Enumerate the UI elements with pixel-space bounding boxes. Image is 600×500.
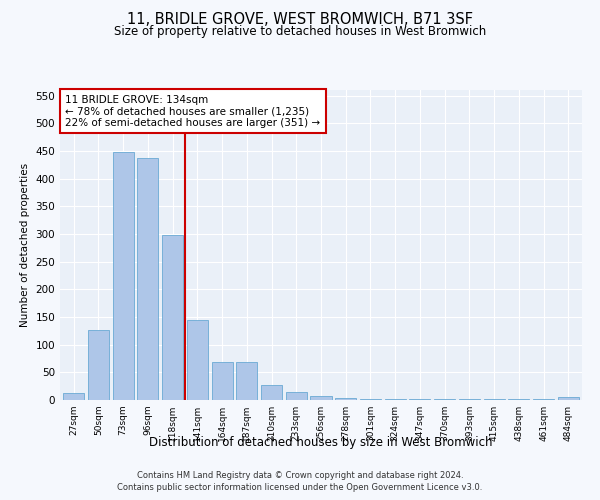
Y-axis label: Number of detached properties: Number of detached properties [20, 163, 30, 327]
Bar [88, 330, 109, 400]
Bar [137, 158, 158, 400]
Text: Size of property relative to detached houses in West Bromwich: Size of property relative to detached ho… [114, 25, 486, 38]
Text: Contains public sector information licensed under the Open Government Licence v3: Contains public sector information licen… [118, 483, 482, 492]
Bar [360, 399, 381, 400]
Bar [162, 235, 183, 400]
Bar [212, 362, 233, 400]
Text: 11 BRIDLE GROVE: 134sqm
← 78% of detached houses are smaller (1,235)
22% of semi: 11 BRIDLE GROVE: 134sqm ← 78% of detache… [65, 94, 320, 128]
Text: Contains HM Land Registry data © Crown copyright and database right 2024.: Contains HM Land Registry data © Crown c… [137, 472, 463, 480]
Bar [236, 362, 257, 400]
Bar [261, 385, 282, 400]
Bar [286, 392, 307, 400]
Bar [335, 398, 356, 400]
Bar [113, 152, 134, 400]
Bar [310, 396, 332, 400]
Bar [187, 320, 208, 400]
Text: Distribution of detached houses by size in West Bromwich: Distribution of detached houses by size … [149, 436, 493, 449]
Bar [558, 397, 579, 400]
Bar [63, 393, 84, 400]
Text: 11, BRIDLE GROVE, WEST BROMWICH, B71 3SF: 11, BRIDLE GROVE, WEST BROMWICH, B71 3SF [127, 12, 473, 28]
